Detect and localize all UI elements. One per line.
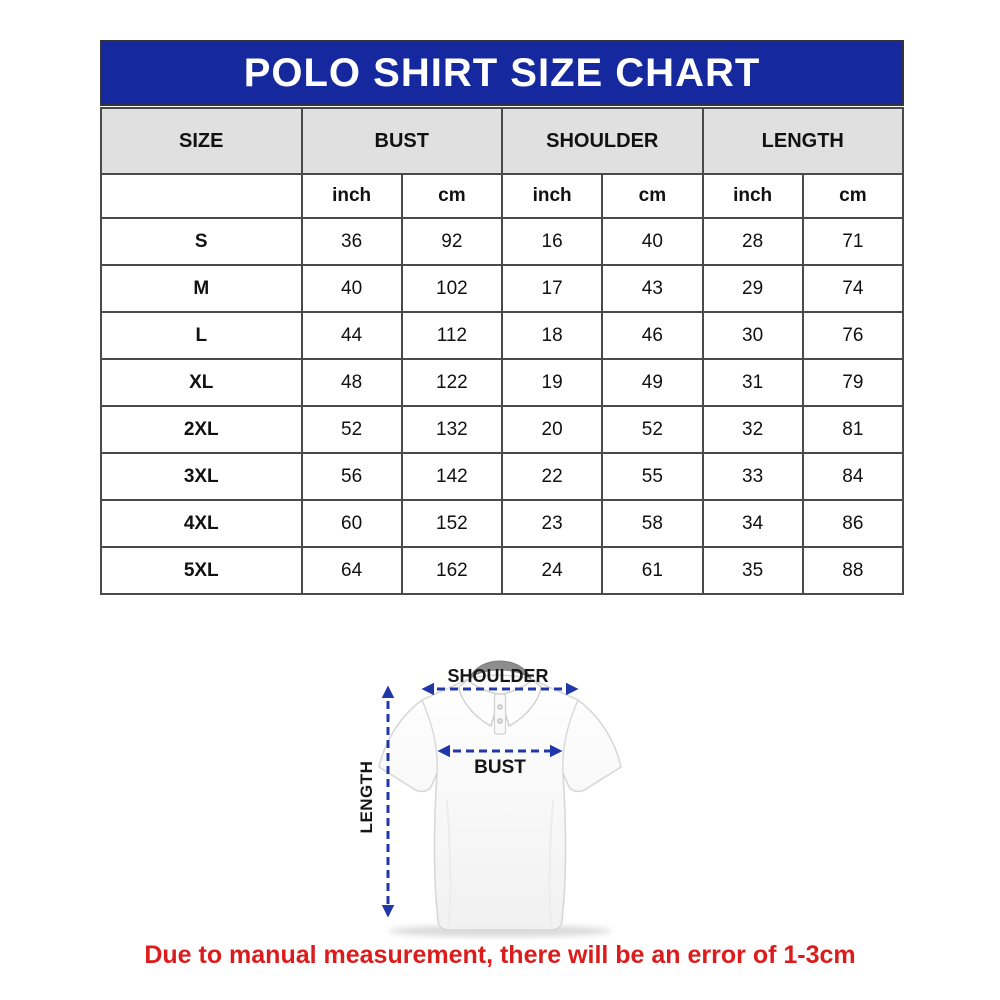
size-label: 2XL [100, 405, 303, 454]
measurement-value: 52 [601, 405, 704, 454]
unit-header: inch [300, 173, 403, 219]
measurement-value: 102 [400, 264, 504, 313]
size-label: 3XL [100, 452, 303, 501]
shoulder-label: SHOULDER [447, 666, 548, 686]
measurement-value: 55 [601, 452, 704, 501]
unit-header: inch [701, 173, 804, 219]
table-row: 4XL 60 152 23 58 34 86 [100, 499, 905, 548]
measurement-value: 19 [500, 358, 604, 407]
measurement-value: 86 [801, 499, 905, 548]
table-row: XL 48 122 19 49 31 79 [100, 358, 905, 407]
measurement-value: 60 [300, 499, 403, 548]
col-header-length: LENGTH [701, 107, 904, 175]
measurement-value: 43 [601, 264, 704, 313]
unit-header-row: inch cm inch cm inch cm [100, 173, 905, 219]
measurement-value: 33 [701, 452, 804, 501]
measurement-value: 71 [801, 217, 905, 266]
measurement-value: 132 [400, 405, 504, 454]
table-row: M 40 102 17 43 29 74 [100, 264, 905, 313]
measurement-value: 30 [701, 311, 804, 360]
measurement-value: 49 [601, 358, 704, 407]
table-row: S 36 92 16 40 28 71 [100, 217, 905, 266]
measurement-value: 122 [400, 358, 504, 407]
measurement-value: 61 [601, 546, 704, 595]
measurement-value: 34 [701, 499, 804, 548]
measurement-diagram: SHOULDER BUST LENGTH [350, 640, 650, 940]
measurement-value: 35 [701, 546, 804, 595]
measurement-value: 52 [300, 405, 403, 454]
size-label: S [100, 217, 303, 266]
measurement-value: 18 [500, 311, 604, 360]
button [497, 704, 503, 710]
table-row: 3XL 56 142 22 55 33 84 [100, 452, 905, 501]
collar-stand [468, 660, 532, 680]
measure-header-row: SIZE BUST SHOULDER LENGTH [100, 107, 904, 175]
size-label: L [100, 311, 303, 360]
table-row: L 44 112 18 46 30 76 [100, 311, 905, 360]
col-header-size: SIZE [100, 107, 303, 175]
measurement-value: 84 [801, 452, 905, 501]
measurement-value: 58 [601, 499, 704, 548]
measurement-value: 46 [601, 311, 704, 360]
measurement-note: Due to manual measurement, there will be… [144, 941, 856, 969]
bust-label: BUST [474, 757, 526, 778]
polo-shirt-illustration: SHOULDER BUST LENGTH [357, 660, 622, 937]
measurement-value: 88 [801, 546, 905, 595]
size-label: M [100, 264, 303, 313]
measurement-value: 79 [801, 358, 905, 407]
measurement-value: 152 [400, 499, 504, 548]
measurement-value: 40 [300, 264, 403, 313]
measurement-value: 28 [701, 217, 804, 266]
size-table-body: S 36 92 16 40 28 71 M 40 102 17 43 29 74… [100, 217, 905, 595]
measurement-value: 44 [300, 311, 403, 360]
measurement-value: 36 [300, 217, 403, 266]
measurement-value: 142 [400, 452, 504, 501]
measurement-value: 74 [801, 264, 905, 313]
measurement-value: 76 [801, 311, 905, 360]
unit-header: inch [500, 173, 604, 219]
polo-shirt-body [378, 660, 622, 931]
size-chart: POLO SHIRT SIZE CHART SIZE BUST SHOULDER… [100, 40, 905, 595]
empty-corner-cell [100, 173, 303, 219]
size-label: 4XL [100, 499, 303, 548]
col-header-bust: BUST [300, 107, 503, 175]
measurement-value: 31 [701, 358, 804, 407]
measurement-value: 40 [601, 217, 704, 266]
table-row: 2XL 52 132 20 52 32 81 [100, 405, 905, 454]
measurement-value: 20 [500, 405, 604, 454]
measurement-value: 22 [500, 452, 604, 501]
measurement-value: 92 [400, 217, 504, 266]
length-label: LENGTH [357, 761, 376, 834]
measurement-value: 56 [300, 452, 403, 501]
measurement-value: 17 [500, 264, 604, 313]
measurement-value: 162 [400, 546, 504, 595]
unit-header: cm [601, 173, 704, 219]
measurement-value: 81 [801, 405, 905, 454]
table-row: 5XL 64 162 24 61 35 88 [100, 546, 905, 595]
col-header-shoulder: SHOULDER [501, 107, 704, 175]
chart-title: POLO SHIRT SIZE CHART [100, 40, 904, 106]
measurement-value: 23 [500, 499, 604, 548]
size-label: XL [100, 358, 303, 407]
measurement-value: 48 [300, 358, 403, 407]
size-table: SIZE BUST SHOULDER LENGTH inch cm inch c… [100, 107, 905, 595]
size-label: 5XL [100, 546, 303, 595]
measurement-value: 112 [400, 311, 504, 360]
measurement-value: 64 [300, 546, 403, 595]
measurement-value: 24 [500, 546, 604, 595]
button [497, 718, 503, 724]
measurement-value: 29 [701, 264, 804, 313]
placket [493, 693, 507, 735]
unit-header: cm [801, 173, 905, 219]
measurement-value: 16 [500, 217, 604, 266]
measurement-value: 32 [701, 405, 804, 454]
unit-header: cm [400, 173, 504, 219]
